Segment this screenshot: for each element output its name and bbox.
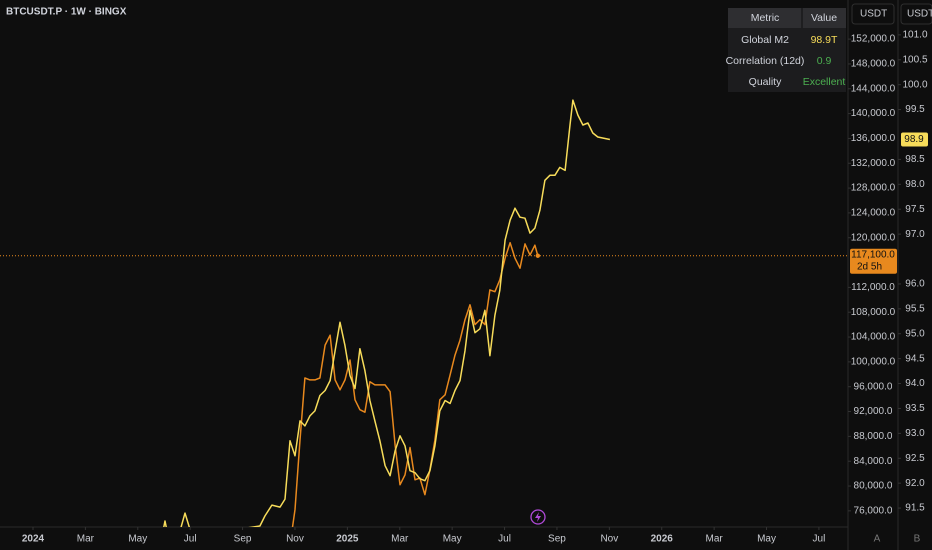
- icon-bolt: [535, 512, 541, 522]
- y2-tick-label: 97.0: [905, 229, 925, 240]
- y2-tick-label: 94.5: [905, 353, 925, 364]
- y2-tick-label: 100.5: [902, 54, 927, 65]
- y-tick-label: 124,000.0: [851, 208, 896, 219]
- y2-tick-label: 92.5: [905, 453, 925, 464]
- y-tick-label: 108,000.0: [851, 307, 896, 318]
- y-unit: USDT: [860, 9, 887, 20]
- y-tick-label: 148,000.0: [851, 59, 896, 70]
- y2-tick-label: 100.0: [902, 79, 927, 90]
- series-line: [291, 241, 539, 527]
- icon-ring: [530, 509, 546, 525]
- x-tick-label: Mar: [706, 534, 724, 545]
- y-tick-label: 128,000.0: [851, 183, 896, 194]
- y-tick-label: 104,000.0: [851, 332, 896, 343]
- y-tick-label: 152,000.0: [851, 34, 896, 45]
- x-tick-label: Mar: [77, 534, 95, 545]
- y-tick-label: 92,000.0: [854, 406, 893, 417]
- x-tick-label: 2026: [651, 534, 674, 545]
- last-value-box: [850, 248, 897, 274]
- scale-button[interactable]: A: [874, 534, 881, 545]
- y-tick-label: 96,000.0: [854, 381, 893, 392]
- table-cell: Correlation (12d): [726, 55, 805, 67]
- y-tick-label: 112,000.0: [851, 282, 895, 293]
- y-tick-label: 144,000.0: [851, 83, 896, 94]
- metrics-table: Metric Value Global M2 98.9T Correlation…: [726, 8, 846, 92]
- table-cell: 98.9T: [811, 34, 838, 46]
- x-tick-label: Sep: [548, 534, 566, 545]
- y2-unit: USDT: [907, 9, 932, 20]
- x-tick-label: Jul: [813, 534, 826, 545]
- y-tick-label: 88,000.0: [854, 431, 893, 442]
- y2-tick-label: 99.5: [905, 104, 925, 115]
- y-tick-label: 84,000.0: [854, 456, 893, 467]
- table-cell: 0.9: [817, 55, 832, 67]
- x-tick-label: Jul: [184, 534, 197, 545]
- table-header: Value: [811, 12, 837, 24]
- y2-tick-label: 95.0: [905, 328, 925, 339]
- y-tick-label: 80,000.0: [854, 481, 893, 492]
- table-header: Metric: [751, 12, 780, 24]
- x-tick-label: Mar: [391, 534, 409, 545]
- series-line: [163, 99, 611, 527]
- last-value-label: 117,100.0: [851, 249, 895, 260]
- y2-tick-label: 98.5: [905, 154, 925, 165]
- y-tick-label: 120,000.0: [851, 232, 896, 243]
- y2-tick-label: 95.5: [905, 303, 925, 314]
- unit-box[interactable]: [900, 3, 932, 25]
- table-cell: Excellent: [803, 76, 846, 88]
- y-tick-label: 140,000.0: [851, 108, 896, 119]
- last-value-box: [901, 132, 928, 147]
- y-tick-label: 132,000.0: [851, 158, 896, 169]
- plot-area: [163, 99, 611, 527]
- countdown-label: 2d 5h: [857, 261, 882, 272]
- x-tick-label: May: [443, 534, 462, 545]
- y2-tick-label: 101.0: [902, 30, 927, 41]
- y2-tick-label: 93.0: [905, 428, 925, 439]
- unit-box[interactable]: [851, 3, 895, 25]
- y2-tick-label: 97.5: [905, 204, 925, 215]
- alert-icon[interactable]: [530, 509, 546, 525]
- y2-tick-label: 93.5: [905, 403, 925, 414]
- x-tick-label: May: [757, 534, 776, 545]
- y2-tick-label: 91.5: [905, 503, 925, 514]
- table-cell: Global M2: [741, 34, 789, 46]
- x-tick-label: 2024: [22, 534, 45, 545]
- y2-tick-label: 96.0: [905, 279, 925, 290]
- x-tick-label: Jul: [498, 534, 511, 545]
- x-tick-label: 2025: [336, 534, 359, 545]
- chart-title: BTCUSDT.P · 1W · BINGX: [6, 7, 127, 18]
- x-tick-label: Sep: [234, 534, 252, 545]
- scale-button[interactable]: B: [914, 534, 921, 545]
- x-tick-label: Nov: [600, 534, 618, 545]
- y-tick-label: 136,000.0: [851, 133, 896, 144]
- last-point: [535, 253, 541, 258]
- y2-tick-label: 98.0: [905, 179, 925, 190]
- y2-tick-label: 92.0: [905, 478, 925, 489]
- y2-tick-label: 94.0: [905, 378, 925, 389]
- table-cell: Quality: [749, 76, 782, 88]
- y-tick-label: 76,000.0: [854, 506, 893, 517]
- y-tick-label: 100,000.0: [851, 357, 896, 368]
- last-value-label: 98.9: [904, 134, 924, 145]
- x-tick-label: May: [128, 534, 147, 545]
- x-tick-label: Nov: [286, 534, 304, 545]
- table-header-bg: [728, 8, 846, 28]
